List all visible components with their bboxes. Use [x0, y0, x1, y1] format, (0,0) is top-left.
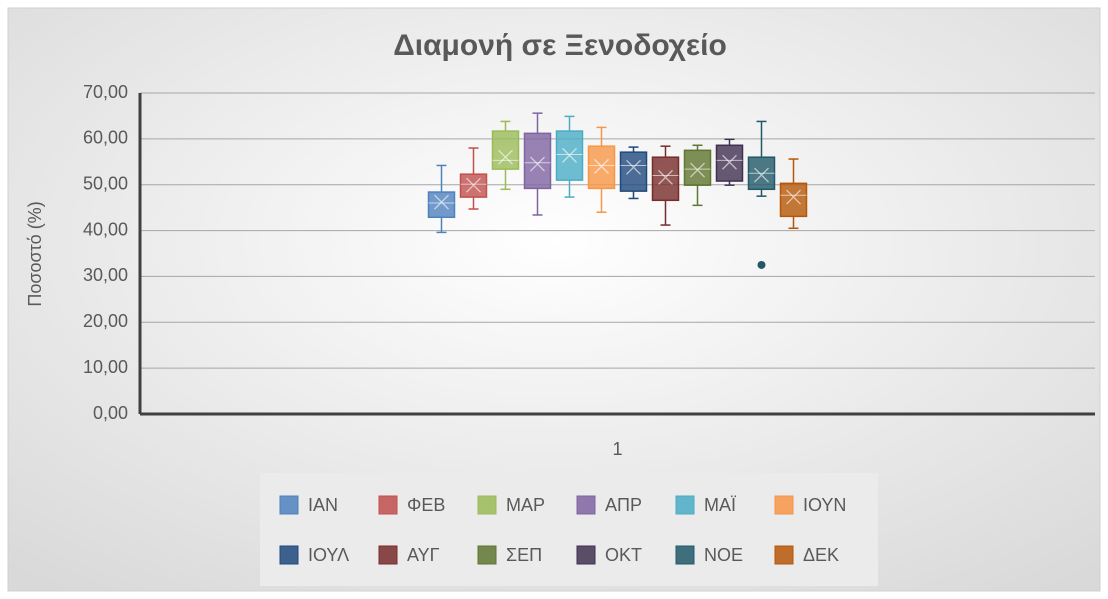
legend-swatch: [378, 545, 398, 565]
box: [651, 156, 680, 202]
mean-marker: [658, 169, 673, 185]
mean-marker: [754, 167, 769, 183]
legend-swatch: [279, 495, 299, 515]
mean-marker: [626, 159, 641, 175]
legend-swatch: [675, 545, 695, 565]
outlier: [757, 260, 766, 269]
legend-label: ΙΑΝ: [308, 495, 338, 515]
mean-marker: [498, 149, 513, 165]
legend-swatch: [675, 495, 695, 515]
legend-swatch: [477, 495, 497, 515]
legend-swatch: [774, 495, 794, 515]
legend-label: ΜΑΪ: [704, 495, 736, 515]
legend-label: ΝΟΕ: [704, 545, 743, 565]
legend-swatch: [576, 495, 596, 515]
legend-label: ΑΠΡ: [605, 495, 642, 515]
mean-marker: [530, 156, 545, 172]
box: [683, 149, 712, 186]
y-tick-label: 40,00: [83, 219, 128, 239]
y-tick-label: 30,00: [83, 265, 128, 285]
legend-label: ΙΟΥΛ: [308, 545, 349, 565]
y-tick-label: 50,00: [83, 173, 128, 193]
legend-label: ΟΚΤ: [605, 545, 642, 565]
box: [427, 191, 456, 219]
y-tick-label: 70,00: [83, 82, 128, 102]
mean-marker: [786, 189, 801, 205]
legend-swatch: [378, 495, 398, 515]
y-tick-label: 60,00: [83, 128, 128, 148]
legend-label: ΜΑΡ: [506, 495, 545, 515]
mean-marker: [434, 194, 449, 210]
mean-marker: [722, 154, 737, 170]
legend-swatch: [279, 545, 299, 565]
box: [619, 151, 648, 192]
legend-label: ΣΕΠ: [506, 545, 542, 565]
legend-swatch: [774, 545, 794, 565]
y-tick-label: 0,00: [93, 403, 128, 423]
legend-box: [260, 473, 878, 586]
x-tick-label: 1: [612, 439, 622, 459]
y-tick-label: 10,00: [83, 357, 128, 377]
legend-label: ΦΕΒ: [407, 495, 445, 515]
box: [523, 132, 552, 190]
mean-marker: [466, 177, 481, 193]
mean-marker: [594, 158, 609, 174]
y-tick-label: 20,00: [83, 311, 128, 331]
legend-swatch: [576, 545, 596, 565]
y-axis-title: Ποσοστό (%): [25, 201, 45, 306]
box: [779, 182, 808, 218]
mean-marker: [690, 162, 705, 178]
box: [491, 130, 520, 170]
mean-marker: [562, 147, 577, 163]
legend-label: ΔΕΚ: [803, 545, 839, 565]
legend-label: ΑΥΓ: [407, 545, 440, 565]
legend-label: ΙΟΥΝ: [803, 495, 846, 515]
chart-title: Διαμονή σε Ξενοδοχείο: [393, 29, 727, 62]
legend-swatch: [477, 545, 497, 565]
